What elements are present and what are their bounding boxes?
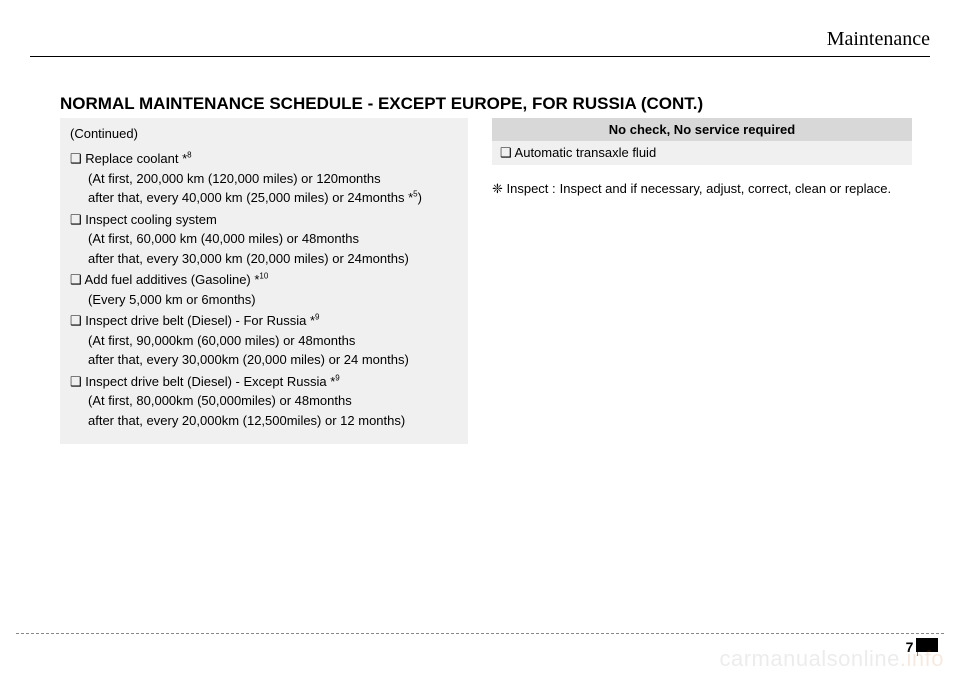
item-detail: (At first, 200,000 km (120,000 miles) or… [70,169,458,189]
page-title: NORMAL MAINTENANCE SCHEDULE - EXCEPT EUR… [60,94,703,114]
inspect-label: ❈ Inspect : [492,179,560,199]
list-item: ❑ Inspect drive belt (Diesel) - For Russ… [70,311,458,370]
list-item: ❑ Inspect cooling system (At first, 60,0… [70,210,458,269]
maintenance-list-box: (Continued) ❑ Replace coolant *8 (At fir… [60,118,468,444]
item-title: ❑ Add fuel additives (Gasoline) *10 [70,270,458,290]
list-item: ❑ Replace coolant *8 (At first, 200,000 … [70,149,458,208]
item-detail: after that, every 30,000km (20,000 miles… [70,350,458,370]
item-detail: (At first, 80,000km (50,000miles) or 48m… [70,391,458,411]
footer-rule [16,633,944,634]
item-detail: after that, every 20,000km (12,500miles)… [70,411,458,431]
right-column: No check, No service required ❑ Automati… [492,118,912,199]
list-item: ❑ Inspect drive belt (Diesel) - Except R… [70,372,458,431]
no-check-header: No check, No service required [492,118,912,141]
continued-label: (Continued) [70,126,458,141]
item-detail: after that, every 40,000 km (25,000 mile… [70,188,458,208]
item-title: ❑ Inspect drive belt (Diesel) - Except R… [70,372,458,392]
item-title: ❑ Inspect drive belt (Diesel) - For Russ… [70,311,458,331]
item-detail: (Every 5,000 km or 6months) [70,290,458,310]
no-check-item: ❑ Automatic transaxle fluid [492,141,912,165]
inspect-note: ❈ Inspect : Inspect and if necessary, ad… [492,179,912,199]
list-item: ❑ Add fuel additives (Gasoline) *10 (Eve… [70,270,458,309]
item-detail: (At first, 90,000km (60,000 miles) or 48… [70,331,458,351]
header-rule [30,56,930,57]
item-detail: (At first, 60,000 km (40,000 miles) or 4… [70,229,458,249]
item-title: ❑ Inspect cooling system [70,210,458,230]
item-detail: after that, every 30,000 km (20,000 mile… [70,249,458,269]
inspect-description: Inspect and if necessary, adjust, correc… [560,179,891,199]
item-title: ❑ Replace coolant *8 [70,149,458,169]
maintenance-items: ❑ Replace coolant *8 (At first, 200,000 … [70,149,458,430]
section-header: Maintenance [827,28,930,51]
watermark: carmanualsonline.info [719,646,944,672]
